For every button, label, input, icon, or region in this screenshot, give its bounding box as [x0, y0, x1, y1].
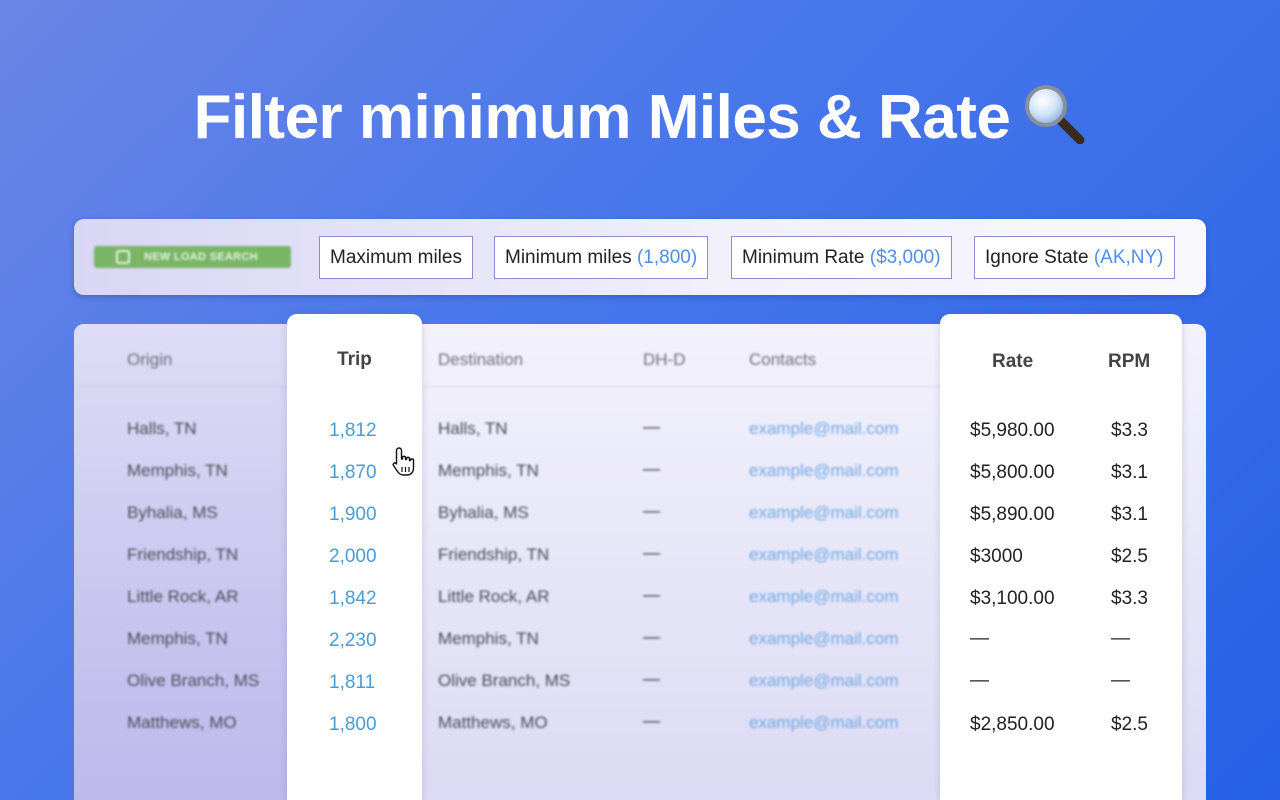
row-rate: $3000 [970, 546, 1023, 567]
chip-label: Minimum miles [505, 247, 632, 268]
row-contact-email[interactable]: example@mail.com [749, 419, 899, 438]
row-trip[interactable]: 1,842 [329, 588, 377, 609]
row-contact-email[interactable]: example@mail.com [749, 587, 899, 606]
row-origin: Olive Branch, MS [127, 671, 260, 690]
row-contact-email[interactable]: example@mail.com [749, 629, 899, 648]
max-miles-filter[interactable]: Maximum miles [319, 236, 473, 279]
row-rpm: $3.1 [1111, 462, 1148, 483]
header-trip: Trip [337, 349, 372, 370]
chip-label: Ignore State [985, 247, 1089, 268]
header-dhd: DH-D [643, 350, 686, 369]
row-destination: Byhalia, MS [438, 503, 529, 522]
rate-rpm-column: Rate RPM $5,980.00 $5,800.00 $5,890.00 $… [940, 314, 1182, 800]
magnifying-glass-icon [1025, 85, 1085, 144]
ignore-state-filter[interactable]: Ignore State (AK,NY) [974, 236, 1175, 279]
row-trip[interactable]: 1,900 [329, 504, 377, 525]
row-rpm: $3.3 [1111, 420, 1148, 441]
row-origin: Matthews, MO [127, 713, 237, 732]
row-rpm: $3.3 [1111, 588, 1148, 609]
row-destination: Memphis, TN [438, 629, 539, 648]
chip-value: ($3,000) [869, 247, 941, 268]
header-rate: Rate [992, 351, 1034, 372]
row-origin: Memphis, TN [127, 629, 228, 648]
row-origin: Halls, TN [127, 419, 197, 438]
trip-column: Trip 1,812 1,870 1,900 2,000 1,842 2,230… [287, 314, 422, 800]
row-rpm: — [1111, 670, 1130, 691]
header-contacts: Contacts [749, 350, 817, 369]
chip-label: Maximum miles [330, 247, 462, 268]
row-contact-email[interactable]: example@mail.com [749, 671, 899, 690]
row-destination: Little Rock, AR [438, 587, 550, 606]
header-destination: Destination [438, 350, 524, 369]
row-dhd: — [643, 711, 660, 730]
hand-pointer-icon [392, 447, 415, 476]
row-rate: $5,800.00 [970, 462, 1055, 483]
page-headline: Filter minimum Miles & Rate [0, 82, 1280, 153]
row-rpm: $2.5 [1111, 546, 1148, 567]
chip-label: Minimum Rate [742, 247, 865, 268]
row-dhd: — [643, 585, 660, 604]
row-trip[interactable]: 1,800 [329, 714, 377, 735]
row-contact-email[interactable]: example@mail.com [749, 713, 899, 732]
chip-value: (1,800) [636, 247, 698, 268]
row-contact-email[interactable]: example@mail.com [749, 503, 899, 522]
row-rate: $5,980.00 [970, 420, 1055, 441]
row-rpm: $2.5 [1111, 714, 1148, 735]
row-destination: Halls, TN [438, 419, 508, 438]
row-origin: Friendship, TN [127, 545, 239, 564]
row-contact-email[interactable]: example@mail.com [749, 545, 899, 564]
search-icon [116, 250, 130, 264]
row-dhd: — [643, 543, 660, 562]
row-trip[interactable]: 1,870 [329, 462, 377, 483]
row-contact-email[interactable]: example@mail.com [749, 461, 899, 480]
chip-value: (AK,NY) [1093, 247, 1164, 268]
new-load-search-button[interactable]: NEW LOAD SEARCH [94, 246, 291, 268]
headline-text: Filter minimum Miles & Rate [193, 83, 1011, 152]
row-origin: Memphis, TN [127, 461, 228, 480]
header-divider [80, 386, 940, 387]
row-rate: $3,100.00 [970, 588, 1055, 609]
row-dhd: — [643, 669, 660, 688]
row-origin: Byhalia, MS [127, 503, 218, 522]
row-destination: Friendship, TN [438, 545, 550, 564]
row-dhd: — [643, 459, 660, 478]
row-rate: — [970, 628, 989, 649]
row-destination: Memphis, TN [438, 461, 539, 480]
row-dhd: — [643, 627, 660, 646]
row-trip[interactable]: 1,812 [329, 420, 377, 441]
row-dhd: — [643, 501, 660, 520]
new-load-search-label: NEW LOAD SEARCH [144, 251, 258, 263]
row-destination: Olive Branch, MS [438, 671, 571, 690]
row-destination: Matthews, MO [438, 713, 548, 732]
row-rate: — [970, 670, 989, 691]
min-miles-filter[interactable]: Minimum miles (1,800) [494, 236, 709, 279]
row-trip[interactable]: 2,000 [329, 546, 377, 567]
row-rpm: $3.1 [1111, 504, 1148, 525]
row-rpm: — [1111, 628, 1130, 649]
row-rate: $2,850.00 [970, 714, 1055, 735]
row-origin: Little Rock, AR [127, 587, 239, 606]
row-rate: $5,890.00 [970, 504, 1055, 525]
row-trip[interactable]: 2,230 [329, 630, 377, 651]
row-dhd: — [643, 417, 660, 436]
header-rpm: RPM [1108, 351, 1151, 372]
header-origin: Origin [127, 350, 173, 369]
min-rate-filter[interactable]: Minimum Rate ($3,000) [731, 236, 952, 279]
row-trip[interactable]: 1,811 [329, 672, 376, 693]
